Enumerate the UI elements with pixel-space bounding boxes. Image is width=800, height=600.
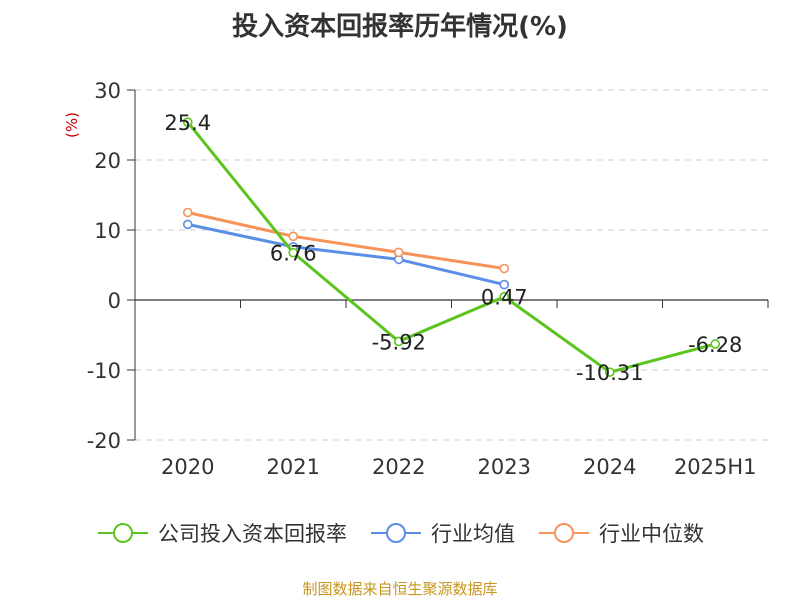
x-tick-label: 2021	[267, 455, 320, 479]
data-point	[182, 219, 193, 230]
x-tick-label: 2024	[583, 455, 636, 479]
data-point	[393, 247, 404, 258]
legend-item: 行业中位数	[537, 518, 704, 548]
data-point	[604, 367, 615, 377]
y-axis-label: (%)	[63, 112, 81, 138]
legend-item: 行业均值	[369, 518, 515, 548]
legend-circle	[554, 523, 574, 543]
data-label: -5.92	[372, 330, 426, 354]
data-label: -10.31	[576, 361, 644, 385]
data-label: 0.47	[481, 286, 528, 310]
data-point	[288, 247, 299, 258]
data-label: -6.28	[688, 333, 742, 357]
data-label: 6.76	[270, 242, 317, 266]
data-point	[182, 117, 193, 127]
legend-circle	[386, 523, 406, 543]
data-label: 25.4	[164, 111, 211, 135]
data-point	[710, 339, 721, 349]
data-point	[393, 336, 404, 347]
legend-marker	[539, 523, 589, 543]
x-tick-label: 2022	[372, 455, 425, 479]
data-point	[499, 279, 510, 290]
legend-marker	[98, 523, 148, 543]
y-tick-label: -20	[87, 429, 121, 453]
legend-circle	[113, 523, 133, 543]
x-tick-label: 2023	[478, 455, 531, 479]
data-point	[499, 263, 510, 274]
series-layer	[182, 117, 721, 377]
y-tick-label: 10	[94, 219, 121, 243]
source-note: 制图数据来自恒生聚源数据库	[302, 580, 498, 598]
legend: 公司投入资本回报率 行业均值 行业中位数	[0, 518, 800, 548]
axis-layer: 30 20 10 0 -10 -20 2020 2021 2022 2023 2024 2025H1	[87, 79, 769, 479]
legend-label: 公司投入资本回报率	[158, 522, 347, 546]
grid-layer	[135, 89, 768, 441]
legend-label: 行业均值	[431, 522, 515, 546]
series-line-0	[186, 121, 716, 374]
legend-marker	[371, 523, 421, 543]
x-tick-label: 2025H1	[674, 455, 757, 479]
label-layer: 25.4 6.76 -5.92 0.47 -10.31 -6.28	[164, 111, 742, 385]
y-tick-label: 20	[94, 149, 121, 173]
series-line-2	[187, 211, 505, 270]
x-tick-label: 2020	[161, 455, 214, 479]
data-point	[499, 291, 510, 302]
legend-label: 行业中位数	[599, 522, 704, 546]
y-tick-label: 30	[94, 79, 121, 103]
chart-title: 投入资本回报率历年情况(%)	[232, 12, 568, 42]
data-point	[288, 231, 299, 242]
y-tick-label: 0	[108, 289, 121, 313]
data-point	[182, 207, 193, 218]
y-tick-label: -10	[87, 359, 121, 383]
series-line-1	[187, 222, 505, 287]
legend-item: 公司投入资本回报率	[96, 518, 347, 548]
